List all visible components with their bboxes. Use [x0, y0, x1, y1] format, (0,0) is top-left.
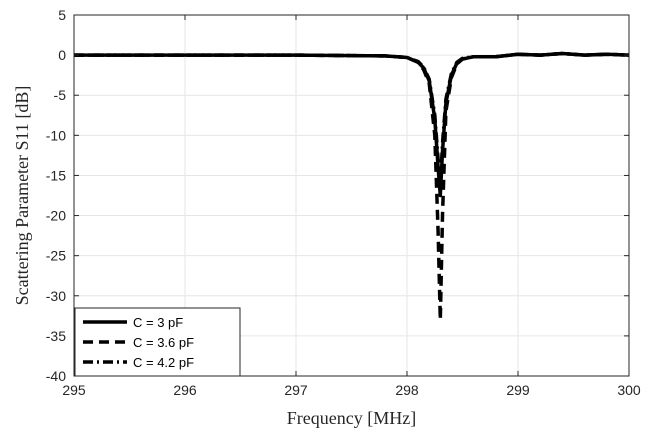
y-tick-label: -35 [46, 328, 66, 344]
y-tick-label: -15 [46, 167, 66, 183]
y-tick-label: 0 [58, 47, 66, 63]
y-tick-label: -5 [54, 87, 67, 103]
y-axis-title: Scattering Parameter S11 [dB] [12, 86, 32, 306]
y-tick-label: -40 [46, 368, 66, 384]
x-tick-label: 295 [62, 382, 86, 398]
axis-ticks: 295 296 297 298 299 300 5 0 -5 -10 -15 -20 -25 -30 -35… [46, 7, 641, 398]
y-tick-label: -20 [46, 208, 66, 224]
x-axis-title: Frequency [MHz] [287, 408, 416, 428]
x-tick-label: 298 [395, 382, 419, 398]
y-tick-label: -10 [46, 127, 66, 143]
series-line-2 [74, 51, 630, 322]
y-tick-label: -30 [46, 288, 66, 304]
x-tick-label: 299 [506, 382, 530, 398]
x-tick-label: 297 [284, 382, 308, 398]
x-tick-label: 296 [173, 382, 197, 398]
plot-lines [74, 51, 630, 322]
x-tick-label: 300 [617, 382, 641, 398]
y-tick-label: -25 [46, 248, 66, 264]
legend-label-1: C = 3 pF [133, 315, 183, 330]
y-tick-label: 5 [58, 7, 66, 23]
legend-label-3: C = 4.2 pF [133, 355, 194, 370]
legend-label-2: C = 3.6 pF [133, 335, 194, 350]
legend: C = 3 pF C = 3.6 pF C = 4.2 pF [74, 307, 241, 377]
plot-frame [73, 14, 630, 377]
series-line-3 [74, 51, 630, 190]
series-line-1 [74, 51, 630, 198]
